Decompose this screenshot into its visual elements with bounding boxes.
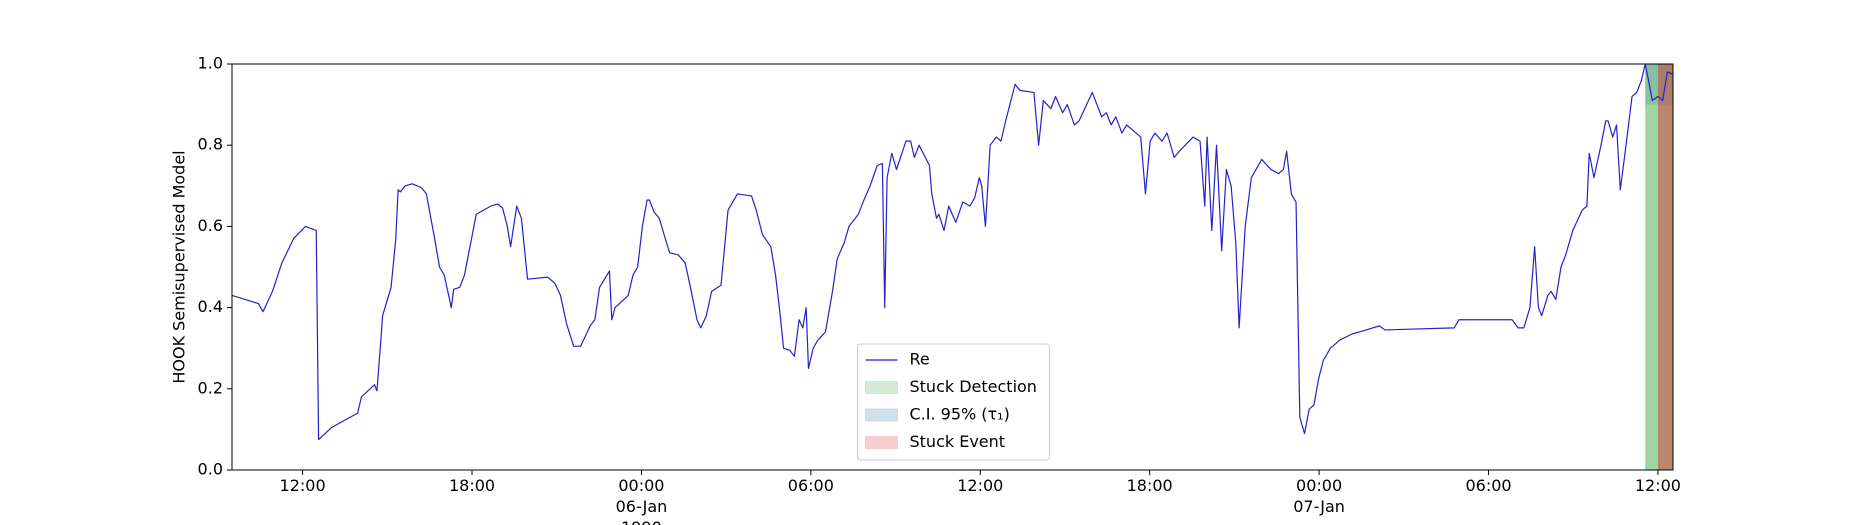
x-tick-label: 12:00: [280, 476, 326, 495]
y-tick-label: 0.4: [198, 297, 223, 316]
y-axis-label: HOOK Semisupervised Model: [170, 150, 189, 383]
legend-label: Stuck Event: [910, 432, 1006, 451]
legend-patch: [865, 381, 898, 394]
x-tick-label: 00:00 07-Jan: [1293, 476, 1345, 516]
legend: Re Stuck Detection C.I. 95% (τ₁) Stuck Even…: [857, 343, 1050, 461]
x-tick-label: 12:00: [957, 476, 1003, 495]
axes-frame: [231, 63, 1674, 471]
x-tick-label: 06:00: [788, 476, 834, 495]
legend-label: Re: [910, 350, 930, 369]
y-tick-label: 0.6: [198, 216, 223, 235]
data-line: [232, 64, 1673, 441]
y-tick-label: 0.8: [198, 135, 223, 154]
legend-label: C.I. 95% (τ₁): [910, 405, 1010, 424]
y-tick-label: 1.0: [198, 54, 223, 73]
legend-patch: [865, 408, 898, 422]
x-tick-label: 12:00: [1635, 476, 1681, 495]
x-tick-label: 06:00: [1465, 476, 1511, 495]
legend-label: Stuck Detection: [910, 377, 1037, 396]
x-tick-label: 18:00: [1127, 476, 1173, 495]
y-tick-label: 0.2: [198, 378, 223, 397]
legend-box: [857, 343, 1050, 461]
region: [1645, 64, 1673, 470]
region: [1657, 64, 1673, 470]
legend-patch: [865, 436, 898, 449]
x-tick-label: 18:00: [449, 476, 495, 495]
y-tick-label: 0.0: [198, 460, 223, 479]
